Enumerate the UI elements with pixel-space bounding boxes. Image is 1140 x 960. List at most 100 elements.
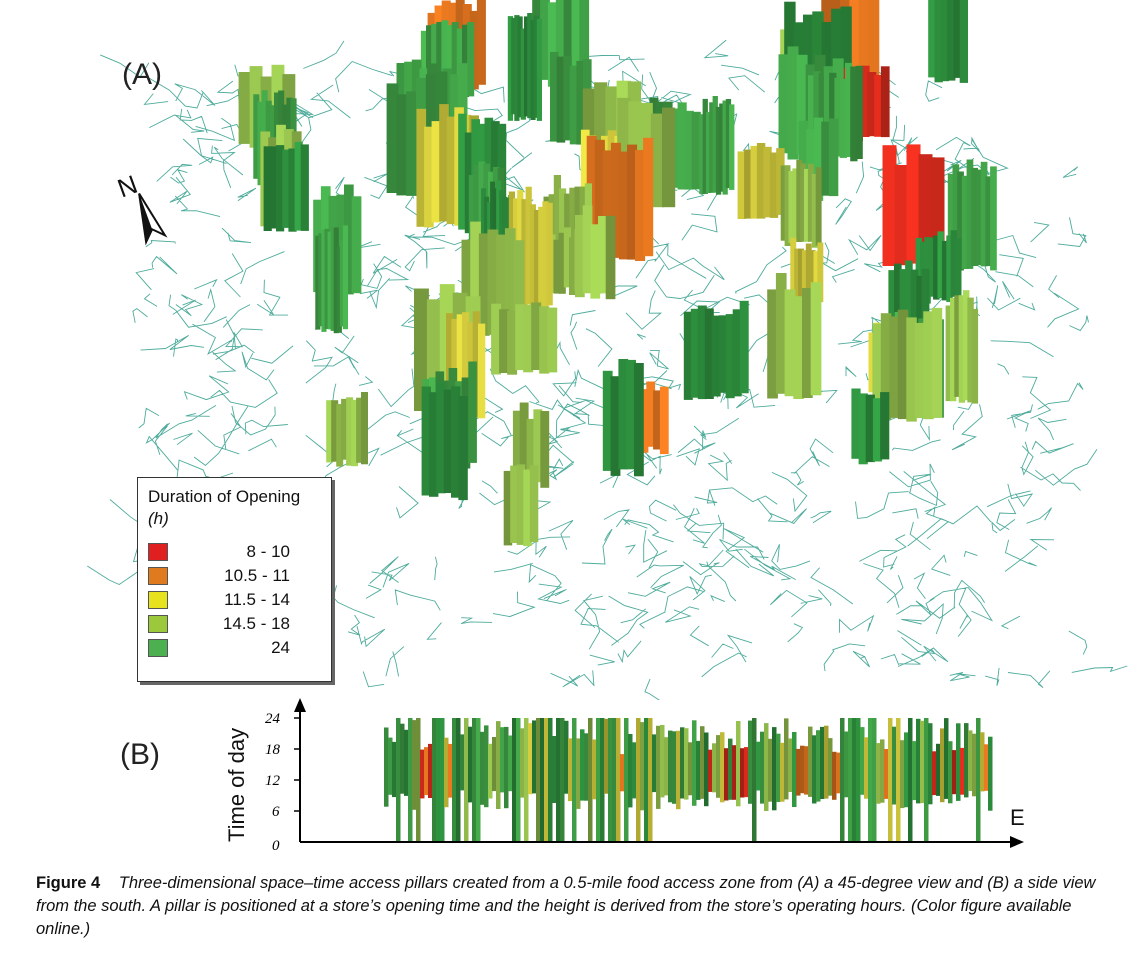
pillar-segment: [462, 312, 470, 423]
pillar-segment: [828, 118, 839, 197]
pillar-segment: [839, 78, 847, 158]
pillar-segment: [817, 242, 824, 303]
access-pillar: [780, 159, 822, 248]
side-pillar-segment: [804, 746, 809, 795]
side-pillar-segment: [788, 738, 793, 792]
pillar-segment: [725, 314, 735, 399]
side-pillar-segment: [984, 744, 989, 791]
pillar-segment: [512, 410, 522, 484]
side-pillar-segment: [608, 718, 613, 842]
pillar-segment: [775, 273, 787, 394]
pillar-segment: [677, 102, 687, 190]
legend-unit: (h): [148, 509, 169, 528]
side-pillar-segment: [864, 737, 869, 799]
pillar-segment: [813, 251, 820, 307]
pillar-segment: [945, 305, 952, 402]
access-pillar: [420, 20, 475, 99]
pillar-segment: [451, 386, 461, 498]
side-pillar-segment: [624, 718, 629, 842]
pillar-segment: [818, 72, 826, 161]
pillar-segment: [324, 228, 330, 329]
side-pillar-segment: [776, 733, 781, 802]
pillar-segment: [639, 389, 649, 453]
pillar-segment: [697, 305, 707, 400]
pillar-segment: [523, 469, 532, 547]
pillar-segment: [282, 149, 291, 228]
pillar-segment: [416, 108, 427, 227]
side-pillar-segment: [872, 718, 877, 842]
access-pillar: [263, 141, 309, 232]
pillar-segment: [457, 63, 468, 133]
y-tick-label: 18: [265, 742, 281, 758]
access-pillar: [421, 382, 468, 501]
pillar-segment: [467, 22, 475, 97]
pillar-segment: [576, 60, 585, 145]
side-pillar-segment: [720, 732, 725, 803]
side-pillar-segment: [420, 749, 425, 799]
pillar-segment: [351, 399, 359, 467]
pillar-segment: [569, 187, 577, 287]
pillar-segment: [851, 388, 861, 459]
pillar-segment: [550, 51, 559, 142]
pillar-segment: [503, 470, 513, 546]
pillar-segment: [361, 392, 368, 465]
pillar-segment: [739, 300, 749, 394]
side-pillar-segment: [508, 735, 513, 792]
side-pillar-segment: [588, 718, 593, 842]
side-pillar-segment: [780, 742, 785, 802]
legend-range: 24: [271, 638, 290, 657]
side-pillar-segment: [732, 745, 737, 800]
y-axis-arrow-icon: [294, 698, 306, 712]
pillar-segment: [533, 409, 543, 483]
side-pillar-segment: [628, 734, 633, 808]
pillar-segment: [953, 0, 962, 78]
pillar-segment: [808, 75, 816, 159]
pillar-segment: [788, 171, 795, 243]
side-pillar-segment: [688, 742, 693, 796]
side-pillar-segment: [452, 718, 457, 842]
pillar-segment: [443, 389, 454, 493]
pillar-segment: [507, 310, 518, 375]
pillar-segment: [729, 104, 735, 190]
pillar-segment: [813, 71, 821, 156]
pillar-segment: [914, 322, 926, 419]
pillar-segment: [318, 233, 324, 327]
pillar-segment: [955, 238, 962, 301]
pillar-segment: [643, 137, 654, 257]
pillar-segment: [386, 83, 399, 193]
pillar-segment: [705, 112, 712, 193]
pillar-segment: [834, 77, 842, 157]
side-pillar-segment: [840, 718, 845, 842]
pillar-segment: [809, 250, 816, 304]
pillar-segment: [807, 163, 814, 242]
pillar-segment: [906, 144, 921, 264]
pillar-segment: [481, 188, 487, 276]
side-pillar-segment: [444, 737, 449, 808]
side-view-pillars: [384, 718, 993, 842]
pillar-segment: [872, 398, 883, 462]
side-pillar-segment: [400, 723, 405, 794]
pillar-segment: [952, 164, 960, 266]
pillar-segment: [650, 113, 664, 208]
pillar-segment: [524, 16, 530, 117]
legend-range: 11.5 - 14: [224, 590, 290, 609]
pillar-segment: [523, 304, 534, 373]
pillar-segment: [804, 168, 810, 242]
legend-range: 10.5 - 11: [224, 566, 290, 585]
pillar-segment: [478, 233, 490, 336]
pillar-segment: [426, 25, 434, 94]
pillar-segment: [499, 309, 510, 373]
panel-b-label: (B): [120, 738, 160, 771]
pillar-segment: [954, 295, 961, 397]
side-pillar-segment: [892, 726, 897, 805]
side-pillar-segment: [816, 730, 821, 802]
side-pillar-segment: [856, 718, 861, 842]
pillar-segment: [590, 224, 601, 299]
pillar-segment: [778, 54, 790, 154]
x-axis-arrow-icon: [1010, 836, 1024, 848]
side-pillar-segment: [396, 718, 401, 842]
side-pillar-segment: [416, 718, 421, 842]
side-pillar-segment: [428, 743, 433, 798]
pillar-segment: [563, 0, 574, 84]
access-pillar: [947, 159, 997, 271]
